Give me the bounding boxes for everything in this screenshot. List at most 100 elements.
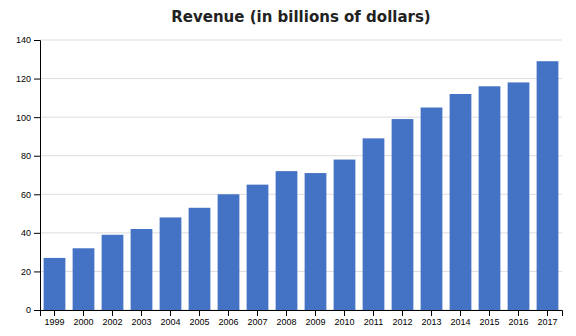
x-tick: 2002 [102,310,122,327]
tick-mark [460,310,461,316]
tick-label: 2007 [247,317,267,327]
tick-label: 20 [21,267,31,277]
tick-label: 2015 [479,317,499,327]
tick-mark [518,310,519,316]
x-tick: 2013 [421,310,441,327]
y-tick: 0 [26,305,40,315]
y-tick: 140 [16,35,40,45]
bar [102,235,124,310]
x-tick: 2012 [392,310,412,327]
x-tick: 2011 [364,310,383,327]
bar [450,94,472,310]
bar [160,217,182,310]
y-tick: 40 [21,228,40,238]
x-axis: 1999 2000 2002 2003 2004 2005 2006 2007 2008 2009… [41,310,563,327]
chart: 1999 2000 2002 2003 2004 2005 2006 2007 2008 2009… [0,0,576,336]
tick-mark [34,233,40,234]
tick-label: 2005 [189,317,209,327]
y-tick: 20 [21,267,40,277]
tick-mark [547,310,548,316]
tick-mark [286,310,287,316]
y-tick: 60 [21,190,40,200]
x-tick: 2004 [160,310,180,327]
tick-label: 80 [21,151,31,161]
bar [334,160,356,310]
tick-mark [257,310,258,316]
tick-mark [34,117,40,118]
grid-line [40,40,562,41]
y-tick: 80 [21,151,40,161]
tick-mark [34,156,40,157]
x-tick: 2000 [73,310,93,327]
x-tick: 2017 [537,310,557,327]
x-tick: 2008 [276,310,296,327]
tick-label: 2011 [364,317,383,327]
bar [44,258,66,310]
tick-label: 2006 [218,317,238,327]
tick-label: 2014 [450,317,470,327]
x-tick: 1999 [44,310,64,327]
tick-mark [141,310,142,316]
x-tick: 2016 [508,310,528,327]
bar [363,138,385,310]
tick-label: 2010 [334,317,354,327]
tick-label: 120 [16,74,31,84]
tick-label: 2012 [392,317,412,327]
tick-label: 1999 [44,317,64,327]
tick-mark [170,310,171,316]
axis-line [41,311,563,317]
x-tick: 2003 [131,310,151,327]
title: Revenue (in billions of dollars) [171,8,430,26]
x-tick: 2007 [247,310,267,327]
tick-mark [431,310,432,316]
bar [218,194,240,310]
bar [421,108,443,311]
grid [40,40,562,310]
tick-mark [315,310,316,316]
tick-mark [344,310,345,316]
tick-mark [199,310,200,316]
bar [479,86,501,310]
bar [131,229,153,310]
bar [276,171,298,310]
tick-label: 2003 [131,317,151,327]
y-tick: 100 [16,113,40,123]
bar [508,82,530,310]
x-tick: 2010 [334,310,354,327]
x-tick: 2009 [305,310,325,327]
tick-mark [112,310,113,316]
tick-mark [83,310,84,316]
tick-mark [34,194,40,195]
tick-label: 140 [16,35,31,45]
bar [73,248,95,310]
bar [247,185,269,310]
tick-label: 60 [21,190,31,200]
tick-label: 0 [26,305,31,315]
tick-label: 40 [21,228,31,238]
tick-label: 2017 [537,317,557,327]
tick-label: 2002 [102,317,122,327]
tick-mark [34,40,40,41]
x-tick: 2005 [189,310,209,327]
x-tick: 2006 [218,310,238,327]
tick-label: 2000 [73,317,93,327]
y-tick: 120 [16,74,40,84]
tick-mark [489,310,490,316]
tick-label: 2008 [276,317,296,327]
x-tick: 2014 [450,310,470,327]
tick-mark [34,79,40,80]
bar [392,119,414,310]
y-axis: 0 20 40 60 80 100 120 140 [16,35,41,315]
tick-mark [228,310,229,316]
tick-mark [54,310,55,316]
tick-label: 2016 [508,317,528,327]
tick-label: 2004 [160,317,180,327]
bar [305,173,327,310]
tick-mark [34,271,40,272]
grid-line [40,78,562,79]
tick-label: 2009 [305,317,325,327]
axis-line [34,41,41,311]
tick-label: 100 [16,113,31,123]
tick-mark [402,310,403,316]
tick-mark [34,310,40,311]
